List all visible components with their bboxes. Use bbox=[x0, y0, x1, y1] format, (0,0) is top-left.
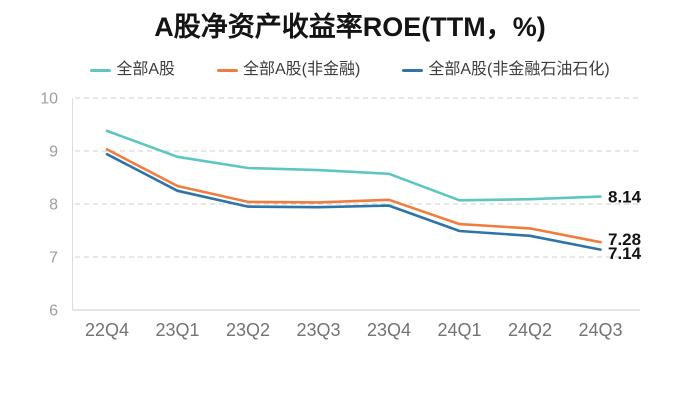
series-line-0 bbox=[105, 129, 602, 202]
legend-item-0[interactable]: 全部A股 bbox=[90, 62, 175, 78]
legend: 全部A股 全部A股(非金融) 全部A股(非金融石油石化) bbox=[0, 62, 700, 78]
legend-line-swatch bbox=[90, 68, 112, 72]
x-tick-label: 23Q2 bbox=[226, 320, 270, 340]
x-tick-label: 23Q3 bbox=[296, 320, 340, 340]
legend-item-1[interactable]: 全部A股(非金融) bbox=[217, 62, 360, 78]
y-tick-label: 7 bbox=[49, 250, 58, 267]
series-line-1 bbox=[105, 148, 602, 244]
value-label-8.14: 8.14 bbox=[608, 188, 642, 207]
y-tick-label: 10 bbox=[40, 91, 58, 108]
value-label-7.14: 7.14 bbox=[608, 244, 642, 263]
x-tick-label: 22Q4 bbox=[85, 320, 129, 340]
legend-label: 全部A股(非金融) bbox=[243, 61, 361, 78]
value-label-7.28: 7.28 bbox=[608, 230, 641, 249]
x-tick-label: 24Q1 bbox=[437, 320, 481, 340]
legend-label: 全部A股 bbox=[116, 61, 175, 78]
series-line-2 bbox=[105, 152, 602, 251]
legend-label: 全部A股(非金融石油石化) bbox=[428, 61, 610, 78]
legend-line-swatch bbox=[402, 68, 424, 72]
chart-title: A股净资产收益率ROE(TTM，%) bbox=[154, 12, 546, 42]
x-tick-label: 24Q2 bbox=[508, 320, 552, 340]
x-tick-label: 23Q4 bbox=[367, 320, 411, 340]
x-tick-label: 23Q1 bbox=[155, 320, 199, 340]
y-tick-label: 9 bbox=[49, 144, 58, 161]
legend-line-swatch bbox=[217, 68, 238, 72]
x-tick-label: 24Q3 bbox=[578, 320, 622, 340]
y-tick-label: 6 bbox=[49, 303, 58, 320]
legend-item-2[interactable]: 全部A股(非金融石油石化) bbox=[402, 61, 610, 78]
y-tick-label: 8 bbox=[49, 197, 58, 214]
